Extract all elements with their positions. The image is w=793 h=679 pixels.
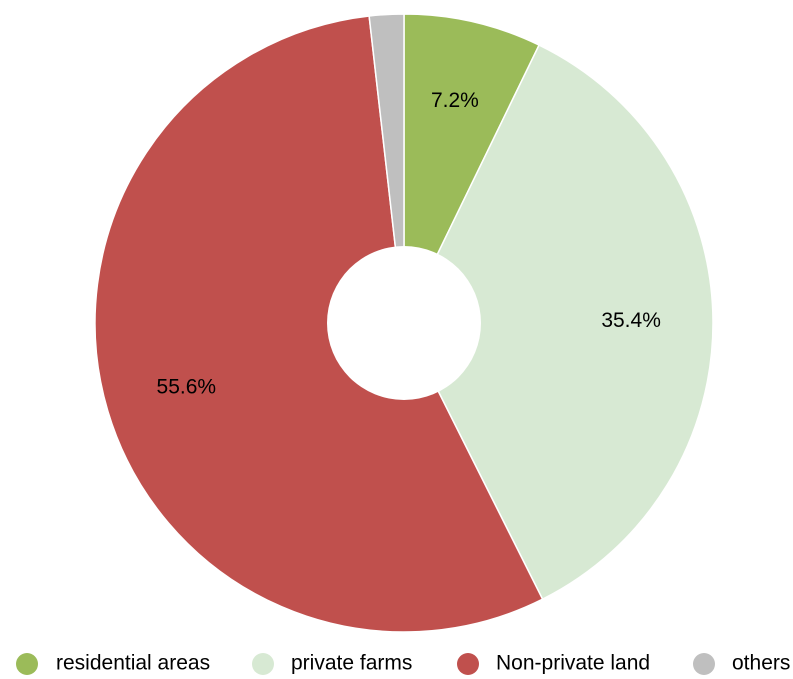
legend-marker-non-private-land	[457, 653, 479, 675]
slice-private-farms	[403, 44, 714, 601]
legend-label-residential-areas: residential areas	[56, 652, 210, 675]
slice-residential-areas	[403, 13, 541, 324]
data-label-non-private-land: 55.6%	[157, 375, 217, 398]
legend-label-private-farms: private farms	[291, 652, 412, 675]
pie-slices	[94, 13, 714, 633]
data-labels: 7.2% 35.4% 55.6%	[157, 89, 661, 398]
legend-marker-private-farms	[252, 653, 274, 675]
donut-hole	[327, 246, 481, 400]
legend-marker-others	[693, 653, 715, 675]
slice-others	[368, 13, 405, 324]
slice-non-private-land	[94, 15, 544, 633]
legend-marker-residential-areas	[16, 653, 38, 675]
legend-label-non-private-land: Non-private land	[496, 652, 650, 675]
data-label-residential-areas: 7.2%	[431, 89, 479, 112]
legend-label-others: others	[732, 652, 790, 675]
data-label-private-farms: 35.4%	[601, 309, 661, 332]
legend: residential areas private farms Non-privat…	[16, 652, 790, 675]
